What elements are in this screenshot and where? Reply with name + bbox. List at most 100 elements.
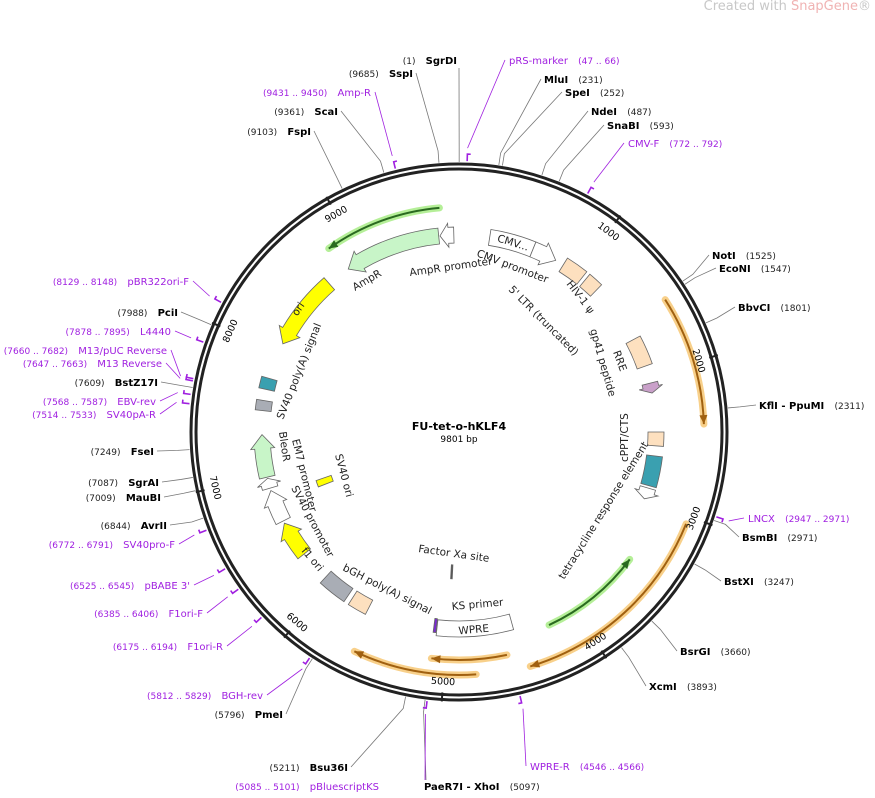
site-name: PaeR7I - XhoI [424,782,500,793]
primer-range: (2947 .. 2971) [785,515,849,525]
site-position: (9103) [247,128,277,138]
site-fspi[interactable]: (9103) FspI [247,120,342,189]
site-label: XcmI (3893) [649,675,717,694]
site-ndei[interactable]: NdeI (487) [542,100,651,175]
site-label: (1) SgrDI [403,49,457,68]
site-label: (7087) SgrAI [88,471,159,490]
site-spei[interactable]: SpeI (252) [502,81,624,166]
site-fsei[interactable]: (7249) FseI [91,440,190,459]
primer-binding-mark [254,617,261,622]
primer-ebv-rev[interactable]: (7568 .. 7587) EBV-rev [43,390,191,409]
primer-lncx[interactable]: LNCX (2947 .. 2971) [716,507,849,526]
feature-sv40-ori[interactable] [316,475,333,487]
site-noti[interactable]: NotI (1525) [683,244,776,281]
feature-5-ltr-truncated-label: 5' LTR (truncated) [506,284,581,359]
feature-factor-xa-site[interactable] [451,565,453,579]
site-sgrdi[interactable]: (1) SgrDI [403,49,459,162]
feature-ori[interactable] [279,278,334,344]
site-position: (9685) [349,70,379,80]
feature-unlabeled[interactable] [259,376,277,391]
site-name: FseI [131,447,154,458]
site-name: SnaBI [607,121,639,132]
site-label: (7988) PciI [117,301,178,320]
orf-halo [530,524,686,667]
primer-binding-mark [183,400,190,404]
feature-bleor[interactable] [251,435,275,479]
feature-cppt-cts[interactable] [648,432,664,446]
primer-sv40pro-f[interactable]: (6772 .. 6791) SV40pro-F [49,530,207,552]
feature-em7-promoter[interactable] [257,478,280,490]
site-leader-line [559,125,604,181]
tick-label: 3000 [685,505,704,531]
site-label: (6844) AvrII [101,514,167,533]
feature-rre[interactable] [626,336,652,369]
site-bstz17i[interactable]: (7609) BstZ17I [75,371,193,390]
primer-f1ori-r[interactable]: (6175 .. 6194) F1ori-R [113,617,262,654]
site-leader-line [416,73,439,163]
primer-leader-line [523,709,526,766]
primer-leader-line [375,92,392,156]
primer-prs-marker[interactable]: pRS-marker (47 .. 66) [467,49,619,161]
site-avrii[interactable]: (6844) AvrII [101,514,204,533]
primer-label: (7878 .. 7895) L4440 [66,320,171,339]
feature-tetracycline-response-element[interactable] [641,455,663,488]
site-sspi[interactable]: (9685) SspI [349,62,439,163]
primer-leader-line [193,281,210,296]
site-label: (7249) FseI [91,440,154,459]
site-position: (7988) [117,309,147,319]
site-position: (6844) [101,522,131,532]
feature-gp41-peptide[interactable] [639,381,662,393]
primer-bgh-rev[interactable]: (5812 .. 5829) BGH-rev [147,658,309,703]
site-mlui[interactable]: MluI (231) [499,68,603,165]
tick-label: 9000 [323,204,349,225]
primer-name: M13 Reverse [97,359,162,370]
feature-unlabeled[interactable] [635,486,658,499]
primer-binding-mark [197,337,204,342]
site-name: XcmI [649,682,677,693]
feature-ampr-promoter[interactable] [440,223,454,247]
feature-sv40-poly-a-signal[interactable] [255,399,272,411]
primer-f1ori-f[interactable]: (6385 .. 6406) F1ori-F [94,589,238,621]
site-label: PaeR7I - XhoI (5097) [424,775,540,794]
site-bsu36i[interactable]: (5211) Bsu36I [270,697,406,775]
site-leader-line [162,477,193,482]
feature-ks-primer-label: KS primer [451,596,504,613]
feature-sv40-promoter[interactable] [264,491,290,525]
site-position: (5097) [510,783,540,793]
site-name: BstXI [724,577,754,588]
feature-bgh-poly-a-signal[interactable] [348,591,372,614]
site-leader-line [164,491,195,497]
primer-pbabe-3[interactable]: (6525 .. 6545) pBABE 3' [70,569,225,593]
primer-cmv-f[interactable]: CMV-F (772 .. 792) [588,132,723,194]
site-bsrgi[interactable]: BsrGI (3660) [652,621,751,659]
site-leader-line [652,621,677,651]
site-label: (7609) BstZ17I [75,371,158,390]
site-position: (9361) [274,108,304,118]
primer-pbr322ori-f[interactable]: (8129 .. 8148) pBR322ori-F [53,270,221,302]
primer-l4440[interactable]: (7878 .. 7895) L4440 [66,320,204,342]
site-position: (7609) [75,379,105,389]
primer-label: (6175 .. 6194) F1ori-R [113,635,223,654]
primer-range: (4546 .. 4566) [580,763,644,773]
site-bbvci[interactable]: BbvCI (1801) [706,296,811,323]
site-leader-line [714,520,739,537]
site-position: (7087) [88,479,118,489]
primer-label: WPRE-R (4546 .. 4566) [530,755,644,774]
primer-wpre-r[interactable]: WPRE-R (4546 .. 4566) [518,696,644,774]
primer-binding-mark [186,374,193,379]
primer-range: (7878 .. 7895) [66,328,130,338]
site-position: (3660) [721,648,751,658]
site-sgrai[interactable]: (7087) SgrAI [88,471,193,490]
site-leader-line [728,405,756,408]
primer-name: WPRE-R [530,762,570,773]
primer-label: (6385 .. 6406) F1ori-F [94,602,203,621]
orf-arrow[interactable] [530,524,686,667]
site-label: NotI (1525) [712,244,776,263]
primer-range: (7568 .. 7587) [43,398,107,408]
site-kfli-ppumi[interactable]: KflI - PpuMI (2311) [728,394,864,413]
primer-leader-line [160,393,178,401]
site-paer7i-xhoi[interactable]: PaeR7I - XhoI (5097) [424,700,540,794]
primer-leader-line [729,518,744,521]
site-bstxi[interactable]: BstXI (3247) [695,564,794,589]
